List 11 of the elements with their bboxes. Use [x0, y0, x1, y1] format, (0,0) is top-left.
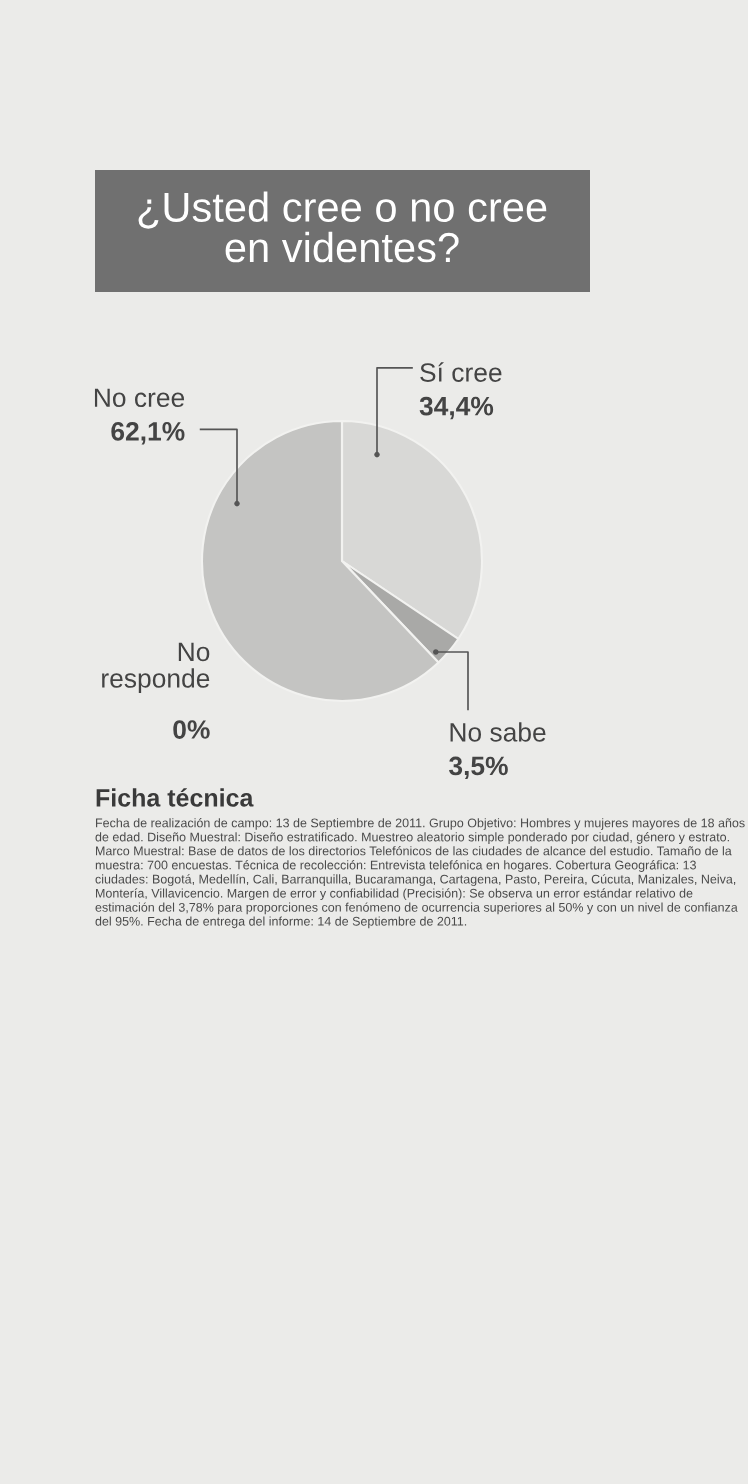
data-label: 34,4%	[419, 396, 494, 420]
category-label: No responde	[102, 642, 210, 693]
chart-title: ¿Usted cree o no cree en videntes?	[138, 191, 547, 263]
slice-label: Sí cree	[420, 362, 502, 382]
data-label: 3,5%	[449, 756, 508, 780]
slice-label: No cree	[94, 388, 185, 408]
text: Ficha técnica	[96, 788, 254, 807]
text: 0%	[173, 720, 210, 739]
slice-label: No sabe	[450, 722, 546, 742]
text: Fecha de realización de campo: 13 de Septiembre de 2011. Grupo Objetivo: Hombres y mujeres mayores de 18 años de edad. Diseño Muestral: Diseño estratificado. Muestreo aleatorio simple ponderado por ciudad, género y estrato. Marco Muestral: Base de datos de los directorios Telefónicos de las ciudades de alcance del estudio. Tamaño de la muestra: 700 encuestas. Técnica de recolección: Entrevista telefónica en hogares. Cobertura Geográfica: 13 ciudades: Bogotá, Medellín, Cali, Barranquilla, Bucaramanga, Cartagena, Pasto, Pereira, Cúcuta, Manizales, Neiva, Montería, Villavicencio. Margen de error y confiabilidad (Precisión): Se observa un error estándar relativo de estimación del 3,78% para proporciones con fenómeno de ocurrencia superiores al 50% y con un nivel de confianza del 95%. Fecha de entrega del informe: 14 de Septiembre de 2011.	[95, 818, 745, 929]
data-label: 62,1%	[111, 422, 185, 445]
